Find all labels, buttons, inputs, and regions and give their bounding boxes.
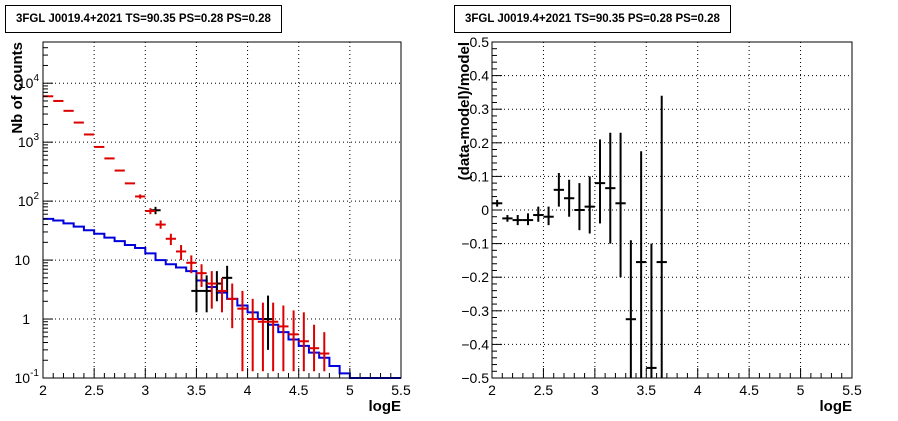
counts-x-tick-label: 4 [244,382,252,398]
counts-y-tick-label: 1 [22,311,30,327]
residual-point [564,179,575,217]
residual-x-tick-label: 3.5 [637,382,657,398]
residual-y-tick-label: −0.5 [461,370,489,386]
residual-x-axis-title: logE [820,398,853,415]
data-point [222,265,233,293]
total-model-point [319,332,330,372]
counts-chart-title: 3FGL J0019.4+2021 TS=90.35 PS=0.28 PS=0.… [5,5,282,33]
residual-y-axis-title: (data-model)/model [456,42,473,180]
residual-y-tick-label: −0.4 [461,336,489,352]
total-model-point [278,305,289,372]
counts-y-tick-label: 102 [18,191,40,209]
residual-x-tick-label: 2.5 [534,382,554,398]
residual-x-tick-label: 4 [694,382,702,398]
total-model-point [247,298,258,372]
total-model-point [165,233,176,246]
residual-point [522,213,534,226]
counts-x-tick-label: 3 [141,382,149,398]
residual-y-tick-label: 0.1 [470,168,490,184]
counts-y-axis-title: Nb of counts [9,42,26,134]
total-model-point [268,302,279,372]
residual-point [594,139,606,224]
residual-y-tick-label: −0.2 [461,269,489,285]
residual-point [512,215,523,226]
counts-x-axis-title: logE [369,398,402,415]
counts-x-tick-label: 5 [346,382,354,398]
counts-x-tick-label: 4.5 [289,382,309,398]
residual-y-tick-label: 0.4 [470,68,490,84]
counts-x-tick-label: 2 [39,382,47,398]
total-model-point [206,271,217,309]
data-point [201,275,212,313]
counts-plot-frame [42,41,402,379]
data-point [191,275,202,313]
residual-point [615,132,626,278]
residual-point [605,132,616,244]
counts-y-tick-label: 10-1 [15,368,40,386]
residual-y-tick-label: −0.3 [461,303,489,319]
total-model-point [186,255,197,274]
total-model-point [216,277,228,313]
counts-x-tick-label: 5.5 [391,382,411,398]
counts-x-tick-label: 3.5 [187,382,207,398]
residual-point [656,95,667,378]
residual-point [584,176,595,234]
residual-y-tick-label: 0.3 [470,101,490,117]
residual-point [543,206,554,226]
total-model-point [175,245,187,261]
total-model-point [237,290,248,372]
counts-panel: 2 2.5 3 3.5 4 4.5 5 5.5 10-1 1 10 102 103 104 logE Nb o… [9,41,411,415]
total-model-point [196,264,207,287]
total-model-point [135,194,146,199]
residual-point [636,151,647,378]
total-model-point [288,310,299,372]
counts-x-tick-label: 2.5 [84,382,104,398]
residual-point [502,215,513,222]
residual-x-tick-label: 2 [488,382,496,398]
residual-x-tick-label: 5 [797,382,805,398]
residual-y-tick-label: 0.5 [470,34,490,50]
total-model-point [227,283,238,329]
residual-x-tick-label: 4.5 [739,382,759,398]
residual-y-tick-label: 0 [481,202,489,218]
residual-point [533,206,544,222]
total-model-point [145,208,156,215]
total-model-point [308,324,320,372]
residual-y-tick-label: −0.1 [461,236,489,252]
total-model-point [155,220,166,229]
residual-x-tick-label: 5.5 [842,382,862,398]
residual-panel: 2 2.5 3 3.5 4 4.5 5 5.5 −0.5 −0.4 −0.3 −0.2 −0.1 0 0.1… [456,34,862,415]
residual-chart-title: 3FGL J0019.4+2021 TS=90.35 PS=0.28 PS=0.… [454,5,731,33]
total-model-point [257,302,269,372]
residual-y-tick-label: 0.2 [470,135,490,151]
total-model-point [298,312,309,372]
residual-x-tick-label: 3 [591,382,599,398]
counts-y-tick-label: 104 [18,73,40,91]
residual-point [553,173,564,207]
counts-y-tick-label: 10 [14,252,30,268]
residual-point [646,243,657,378]
residual-point [625,240,636,378]
counts-y-tick-label: 103 [18,132,40,150]
residual-point [574,183,585,231]
